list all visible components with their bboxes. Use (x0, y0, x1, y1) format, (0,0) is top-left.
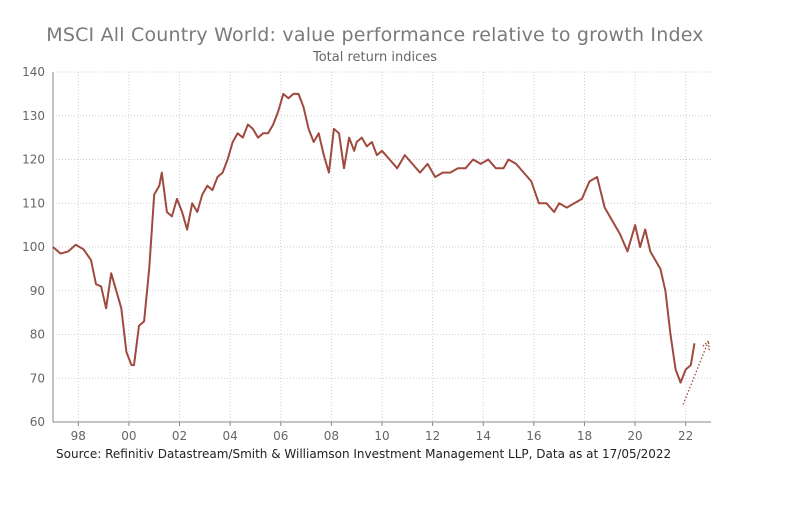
series-layer (52, 92, 696, 384)
y-tick-label: 60 (30, 415, 45, 429)
trend-arrow-head (701, 339, 710, 351)
y-tick-label: 130 (22, 109, 45, 123)
y-tick-label: 140 (22, 65, 45, 79)
x-tick-label: 02 (172, 429, 187, 443)
x-tick-label: 10 (374, 429, 389, 443)
source-note: Source: Refinitiv Datastream/Smith & Wil… (56, 447, 672, 461)
x-tick-label: 00 (121, 429, 136, 443)
x-tick-label: 12 (425, 429, 440, 443)
y-tick-label: 100 (22, 240, 45, 254)
x-tick-label: 06 (273, 429, 288, 443)
y-tick-label: 80 (30, 328, 45, 342)
chart-title: MSCI All Country World: value performanc… (46, 24, 704, 46)
y-tick-label: 70 (30, 371, 45, 385)
x-tick-label: 18 (577, 429, 592, 443)
trend-arrow-line (682, 340, 710, 405)
x-tick-label: 22 (678, 429, 693, 443)
x-tick-label: 04 (223, 429, 238, 443)
annotation-layer (682, 339, 710, 405)
x-tick-label: 08 (324, 429, 339, 443)
x-tick-label: 20 (627, 429, 642, 443)
x-tick-label: 16 (526, 429, 541, 443)
y-tick-label: 90 (30, 284, 45, 298)
x-tick-label: 98 (71, 429, 86, 443)
chart-subtitle: Total return indices (312, 50, 437, 65)
grid-lines (53, 71, 711, 422)
axes: 60 70 80 90 100 110 120 130 140 98 00 02 04 06 08 10 12 1… (22, 65, 711, 443)
x-tick-label: 14 (476, 429, 491, 443)
y-tick-label: 120 (22, 153, 45, 167)
series-line-1 (52, 92, 696, 384)
y-tick-label: 110 (22, 196, 45, 210)
